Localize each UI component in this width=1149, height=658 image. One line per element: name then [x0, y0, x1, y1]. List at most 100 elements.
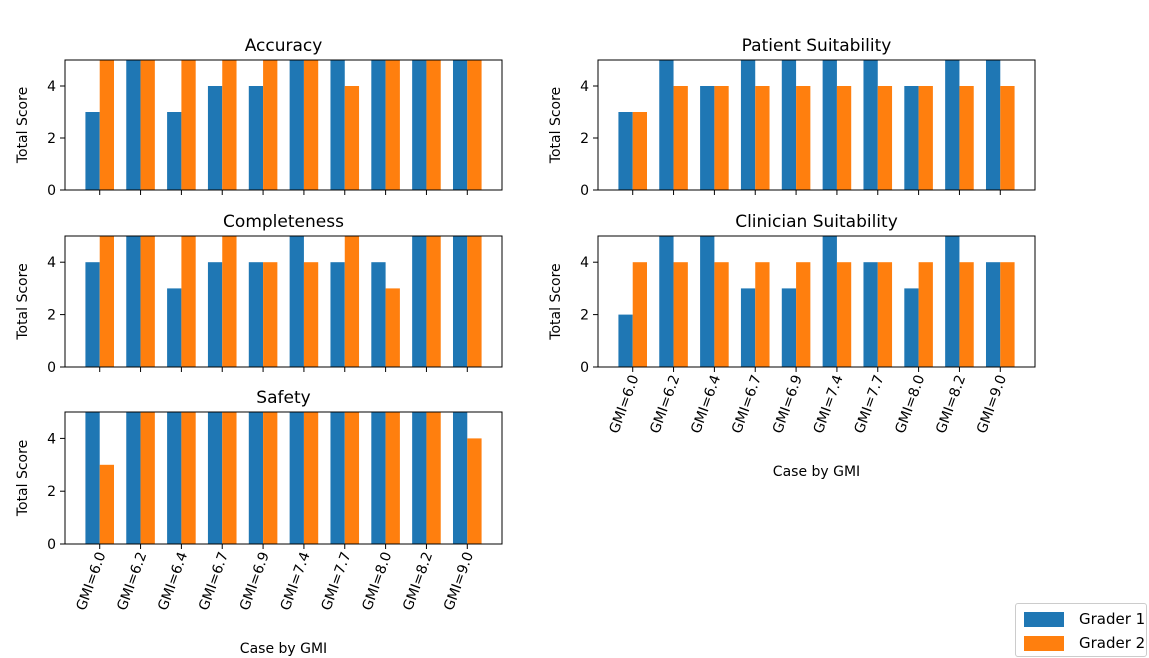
x-tick-label-gmi-6-4: GMI=6.4 — [688, 373, 724, 436]
bar-grader-2-gmi-7-4 — [836, 262, 852, 367]
bar-grader-1-gmi-7-7 — [863, 60, 878, 190]
bar-grader-1-gmi-6-2 — [659, 236, 674, 367]
axes-frame — [64, 235, 503, 368]
bar-grader-2-gmi-8-2 — [426, 412, 441, 544]
bar-grader-1-gmi-6-7 — [207, 412, 223, 544]
bar-grader-1-gmi-7-4 — [289, 60, 304, 190]
x-tick-label-gmi-6-7: GMI=6.7 — [729, 373, 765, 436]
y-tick-label: 4 — [580, 255, 589, 271]
bar-grader-2-gmi-8-0 — [385, 288, 400, 367]
bar-grader-2-gmi-6-9 — [263, 262, 278, 367]
bar-grader-1-gmi-9-0 — [985, 60, 1001, 190]
bar-grader-1-gmi-7-4 — [289, 236, 304, 367]
x-tick-label-gmi-6-9: GMI=6.9 — [237, 550, 273, 613]
panel-title: Accuracy — [245, 36, 323, 56]
bar-grader-1-gmi-6-9 — [248, 86, 264, 190]
bar-grader-1-gmi-7-4 — [822, 60, 837, 190]
bar-grader-1-gmi-7-7 — [863, 262, 878, 367]
bar-grader-1-gmi-6-4 — [167, 112, 182, 190]
x-tick-label-gmi-6-0: GMI=6.0 — [74, 550, 110, 613]
bar-grader-2-gmi-6-2 — [140, 236, 155, 367]
bar-grader-2-gmi-8-2 — [959, 86, 974, 190]
bar-grader-1-gmi-9-0 — [452, 412, 468, 544]
bar-grader-2-gmi-6-7 — [222, 60, 237, 190]
bar-grader-1-gmi-6-7 — [740, 60, 756, 190]
bar-grader-2-gmi-6-7 — [755, 262, 770, 367]
bar-grader-1-gmi-8-0 — [904, 86, 919, 190]
bar-grader-1-gmi-8-2 — [945, 236, 960, 367]
bar-grader-2-gmi-7-7 — [877, 262, 893, 367]
panel-completeness: 0 2 4 Completeness Total Score — [15, 212, 503, 376]
bar-grader-2-gmi-7-4 — [303, 262, 319, 367]
bar-grader-1-gmi-6-2 — [126, 60, 141, 190]
y-tick-label: 0 — [47, 537, 56, 553]
panel-title: Safety — [256, 388, 310, 408]
bar-grader-1-gmi-8-0 — [371, 412, 386, 544]
bar-grader-1-gmi-8-0 — [371, 262, 386, 367]
bar-grader-1-gmi-6-0 — [85, 112, 100, 190]
bar-grader-2-gmi-9-0 — [467, 438, 482, 544]
y-tick-label: 0 — [47, 183, 56, 199]
legend-swatch-grader-1 — [1024, 611, 1064, 627]
bar-grader-1-gmi-7-4 — [289, 412, 304, 544]
x-tick-label-gmi-6-0: GMI=6.0 — [607, 373, 643, 436]
x-tick-label-gmi-7-7: GMI=7.7 — [319, 550, 355, 613]
y-tick-label: 2 — [580, 131, 589, 147]
bar-grader-1-gmi-7-7 — [330, 412, 345, 544]
bar-grader-1-gmi-6-4 — [167, 412, 182, 544]
x-tick-label-gmi-7-4: GMI=7.4 — [278, 550, 314, 613]
bar-grader-1-gmi-6-9 — [781, 60, 797, 190]
bar-grader-1-gmi-6-2 — [126, 236, 141, 367]
panel-title: Clinician Suitability — [735, 212, 898, 232]
bar-grader-1-gmi-6-0 — [618, 112, 633, 190]
bar-grader-2-gmi-6-4 — [714, 262, 729, 367]
bar-grader-2-gmi-6-0 — [632, 262, 647, 367]
x-tick-label-gmi-6-2: GMI=6.2 — [647, 373, 683, 436]
bar-grader-1-gmi-6-7 — [207, 262, 223, 367]
bar-grader-1-gmi-8-0 — [371, 60, 386, 190]
bar-grader-2-gmi-8-0 — [385, 60, 400, 190]
legend-label-grader-1: Grader 1 — [1079, 610, 1146, 628]
bar-grader-2-gmi-8-2 — [426, 236, 441, 367]
bar-grader-1-gmi-9-0 — [985, 262, 1001, 367]
bar-grader-2-gmi-7-7 — [344, 86, 360, 190]
y-axis-label: Total Score — [15, 440, 31, 517]
legend-swatch-grader-2 — [1024, 635, 1064, 651]
bar-grader-2-gmi-6-2 — [673, 262, 688, 367]
y-tick-label: 2 — [47, 131, 56, 147]
panel-accuracy: 0 2 4 Accuracy Total Score — [15, 36, 503, 199]
bar-grader-1-gmi-6-2 — [126, 412, 141, 544]
axes-frame — [64, 411, 503, 545]
bar-grader-1-gmi-8-2 — [412, 412, 427, 544]
bar-grader-2-gmi-6-0 — [99, 464, 114, 544]
bar-grader-1-gmi-9-0 — [452, 60, 468, 190]
x-tick-label-gmi-8-0: GMI=8.0 — [359, 550, 395, 613]
bar-grader-2-gmi-6-0 — [632, 112, 647, 190]
bar-grader-2-gmi-6-7 — [222, 236, 237, 367]
panel-title: Patient Suitability — [742, 36, 892, 56]
axes-frame — [64, 59, 503, 191]
y-tick-label: 2 — [47, 484, 56, 500]
x-tick-label-gmi-6-7: GMI=6.7 — [196, 550, 232, 613]
bar-grader-2-gmi-6-9 — [796, 86, 811, 190]
bar-grader-1-gmi-6-4 — [167, 288, 182, 367]
y-axis-label: Total Score — [15, 263, 31, 340]
bar-grader-2-gmi-8-2 — [959, 262, 974, 367]
bar-grader-2-gmi-8-2 — [426, 60, 441, 190]
bar-grader-1-gmi-6-9 — [248, 262, 264, 367]
x-tick-label-gmi-6-2: GMI=6.2 — [114, 550, 150, 613]
bar-grader-1-gmi-6-9 — [781, 288, 797, 367]
bar-grader-2-gmi-7-7 — [344, 412, 360, 544]
legend-entry-grader-1: Grader 1 — [1024, 607, 1146, 631]
bar-grader-2-gmi-8-0 — [918, 262, 933, 367]
bar-grader-2-gmi-7-4 — [303, 412, 319, 544]
panel-title: Completeness — [223, 212, 344, 232]
y-tick-label: 4 — [47, 79, 56, 95]
bar-grader-1-gmi-6-2 — [659, 60, 674, 190]
bar-grader-2-gmi-8-0 — [918, 86, 933, 190]
y-tick-label: 2 — [580, 308, 589, 324]
bar-grader-2-gmi-6-0 — [99, 60, 114, 190]
axes-frame — [597, 59, 1036, 191]
